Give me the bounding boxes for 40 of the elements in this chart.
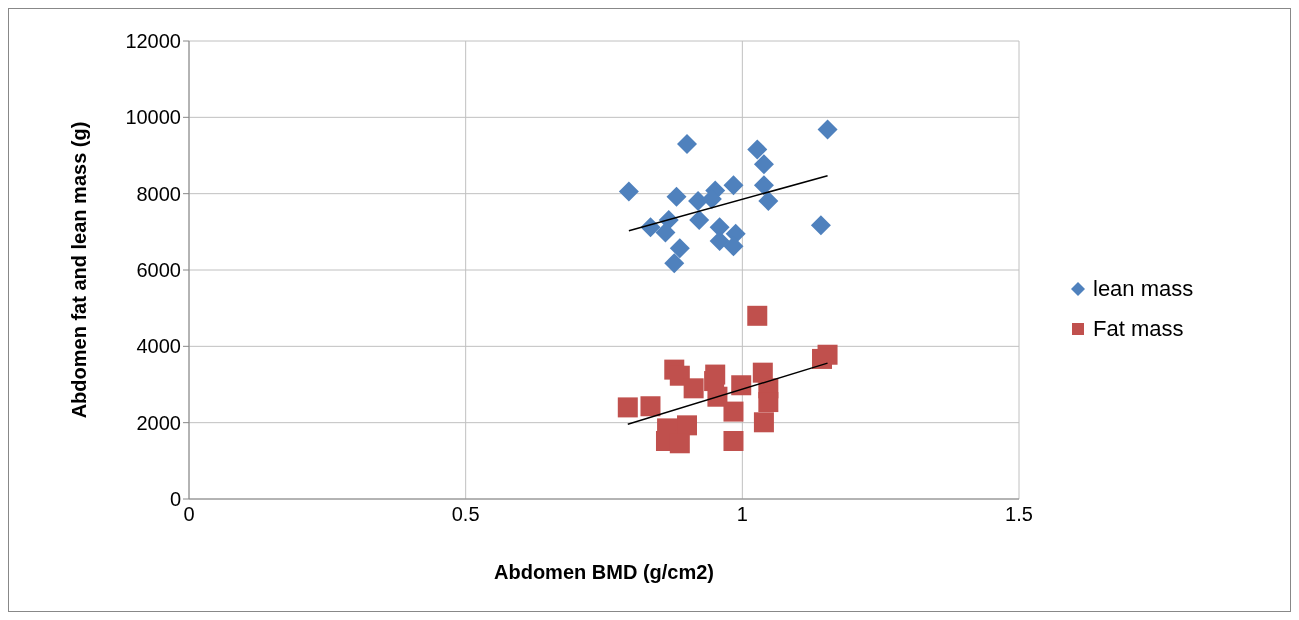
point: [747, 139, 768, 160]
point: [758, 190, 779, 211]
point: [664, 253, 685, 274]
point: [731, 375, 752, 396]
point: [640, 396, 661, 417]
point: [812, 348, 833, 369]
y-tick-label: 4000: [136, 335, 181, 358]
point: [753, 175, 774, 196]
x-tick-label: 1.5: [1005, 503, 1033, 526]
point: [723, 430, 744, 451]
x-tick-label: 1: [736, 503, 748, 526]
point: [753, 412, 774, 433]
point: [669, 238, 690, 259]
point: [617, 397, 638, 418]
y-tick-label: 12000: [125, 30, 181, 53]
point: [618, 181, 639, 202]
x-axis-title: Abdomen BMD (g/cm2): [494, 561, 714, 583]
point: [689, 210, 710, 230]
x-tick-label: 0: [183, 503, 195, 526]
legend-label: lean mass: [1093, 276, 1194, 302]
point: [683, 378, 704, 399]
point: [817, 119, 838, 140]
point: [747, 305, 768, 326]
point: [666, 186, 687, 207]
legend-label: Fat mass: [1093, 316, 1184, 342]
point: [677, 134, 697, 155]
point: [655, 222, 676, 243]
point: [753, 154, 774, 175]
y-tick-label: 0: [169, 488, 181, 511]
y-axis-title: Abdomen fat and lean mass (g): [68, 121, 91, 419]
y-tick-label: 8000: [136, 182, 181, 205]
point: [723, 401, 744, 422]
point: [810, 215, 831, 236]
y-tick-label: 2000: [136, 411, 181, 434]
y-tick-label: 6000: [136, 259, 181, 282]
point: [758, 392, 779, 413]
point: [723, 236, 744, 257]
y-tick-label: 10000: [125, 106, 181, 129]
point: [723, 175, 744, 196]
x-tick-label: 0.5: [451, 503, 480, 526]
